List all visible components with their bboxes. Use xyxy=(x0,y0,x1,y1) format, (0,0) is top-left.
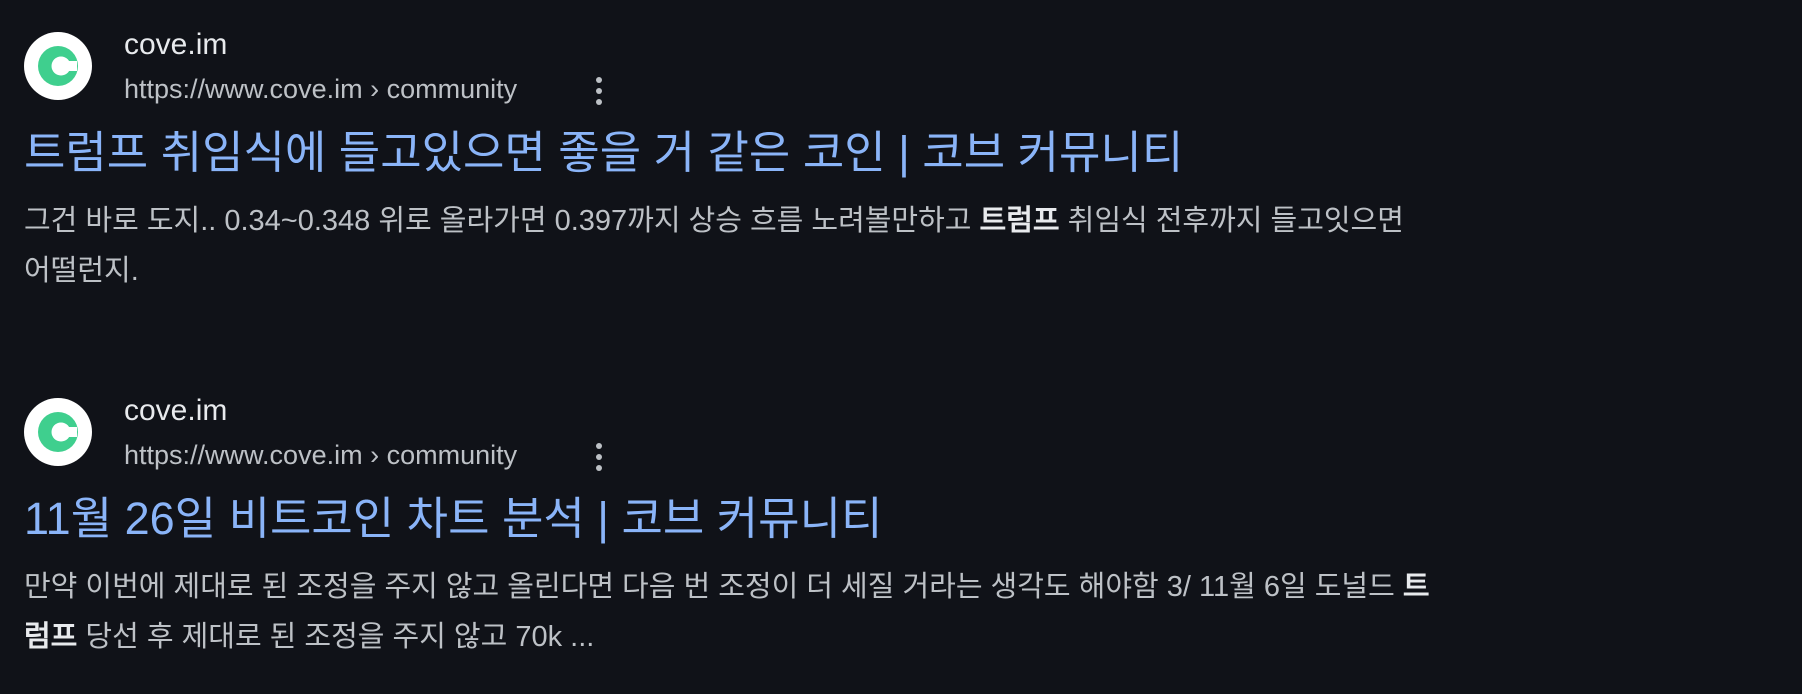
search-result: cove.im https://www.cove.im › community … xyxy=(24,392,1684,662)
site-name[interactable]: cove.im xyxy=(124,28,228,61)
snippet-highlight: 럼프 xyxy=(24,621,78,653)
cove-logo-icon[interactable] xyxy=(24,32,92,100)
snippet-highlight: 트럼프 xyxy=(979,205,1060,237)
snippet-text: 만약 이번에 제대로 된 조정을 주지 않고 올린다면 다음 번 조정이 더 세… xyxy=(24,571,1403,603)
result-title-link[interactable]: 트럼프 취임식에 들고있으면 좋을 거 같은 코인 | 코브 커뮤니티 xyxy=(24,127,1184,178)
search-result: cove.im https://www.cove.im › community … xyxy=(24,26,1684,296)
snippet-highlight: 트 xyxy=(1402,571,1430,603)
site-url[interactable]: https://www.cove.im › community xyxy=(124,74,518,104)
snippet-text: 당선 후 제대로 된 조정을 주지 않고 70k ... xyxy=(77,621,595,653)
snippet-text: 취임식 전후까지 들고잇으면 xyxy=(1059,205,1404,237)
more-vert-icon[interactable] xyxy=(584,438,614,476)
site-url[interactable]: https://www.cove.im › community xyxy=(124,440,518,470)
snippet-text: 그건 바로 도지.. 0.34~0.348 위로 올라가면 0.397까지 상승… xyxy=(24,205,980,237)
result-source: cove.im https://www.cove.im › community xyxy=(24,26,1684,118)
site-name[interactable]: cove.im xyxy=(124,394,228,427)
more-vert-icon[interactable] xyxy=(584,72,614,110)
cove-logo-icon[interactable] xyxy=(24,398,92,466)
result-source: cove.im https://www.cove.im › community xyxy=(24,392,1684,484)
result-title-link[interactable]: 11월 26일 비트코인 차트 분석 | 코브 커뮤니티 xyxy=(24,493,883,544)
snippet-text: 어떨런지. xyxy=(24,255,139,287)
result-snippet: 그건 바로 도지.. 0.34~0.348 위로 올라가면 0.397까지 상승… xyxy=(24,196,1664,296)
result-snippet: 만약 이번에 제대로 된 조정을 주지 않고 올린다면 다음 번 조정이 더 세… xyxy=(24,562,1664,662)
